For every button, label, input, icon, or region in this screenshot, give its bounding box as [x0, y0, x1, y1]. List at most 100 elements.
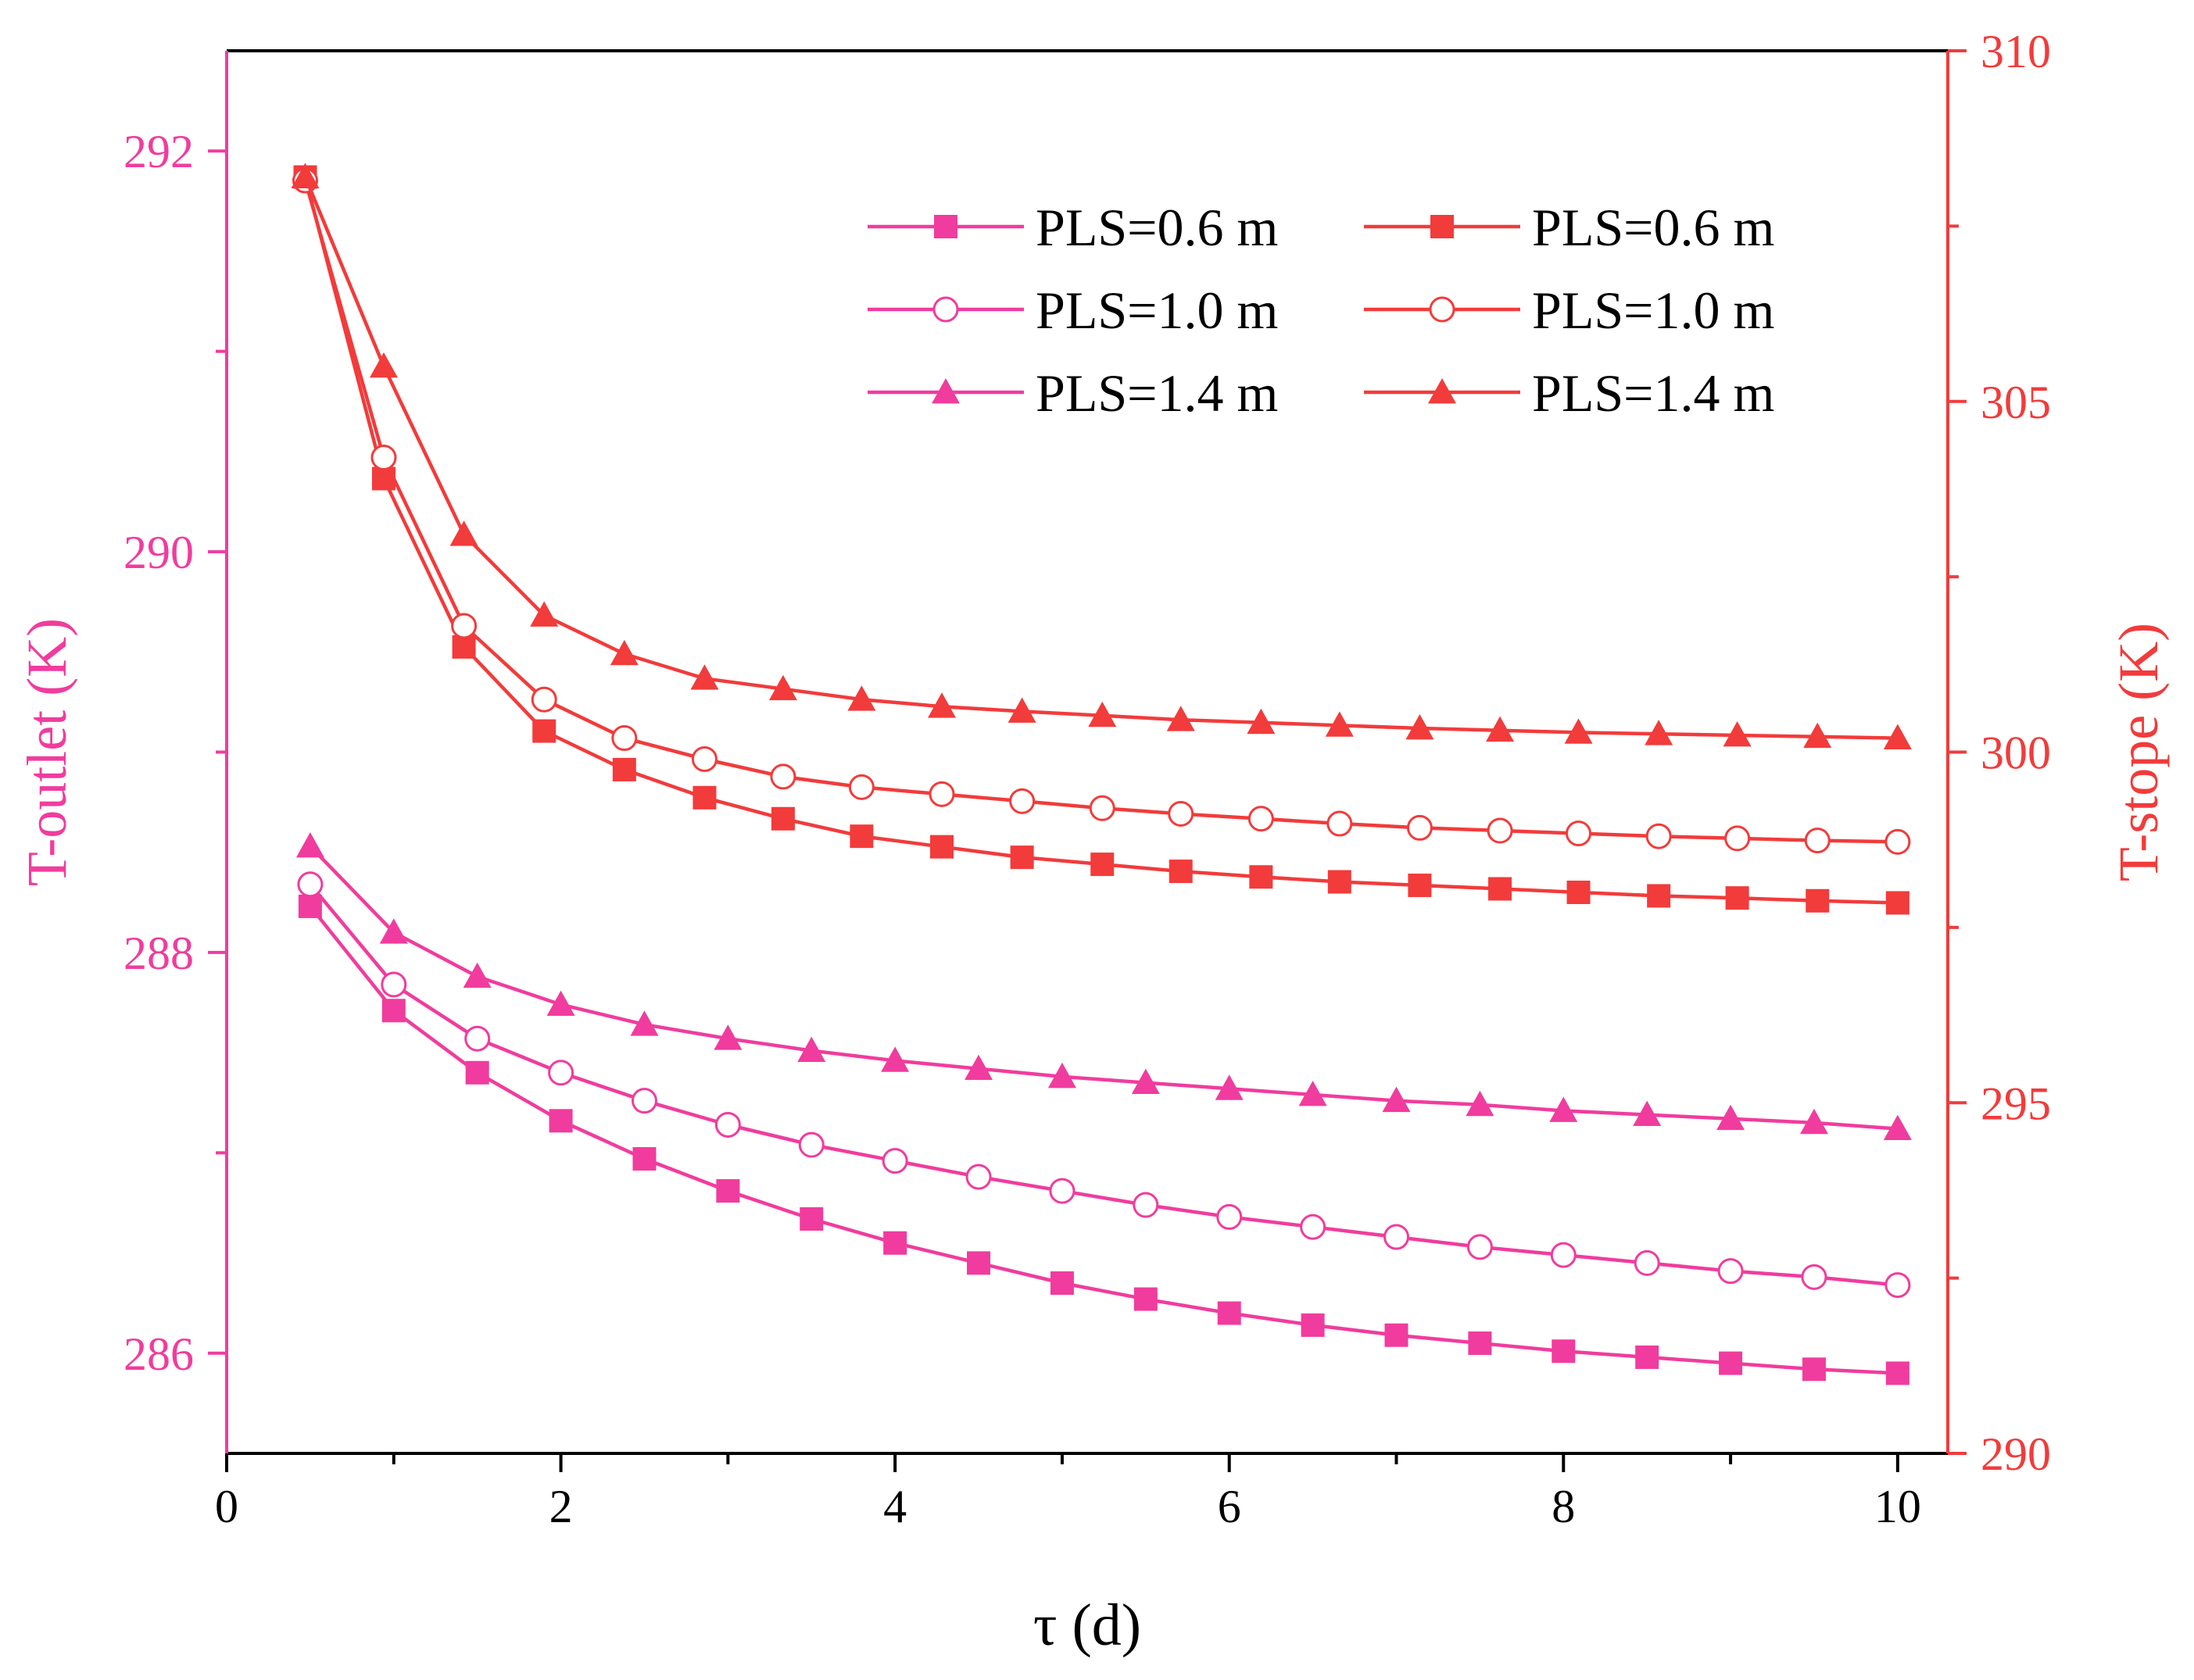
data-point	[1049, 1178, 1076, 1204]
data-point	[1799, 1108, 1828, 1135]
data-point	[464, 1025, 491, 1052]
series-line	[309, 845, 1899, 1131]
data-point	[1725, 886, 1749, 910]
legend-marker	[1428, 378, 1456, 404]
data-point	[1883, 1114, 1912, 1140]
data-point	[1633, 1100, 1662, 1127]
legend-marker	[1429, 296, 1455, 323]
data-point	[1885, 891, 1909, 915]
y-left-axis-label: T-outlet (K)	[16, 618, 78, 886]
data-point	[1247, 806, 1274, 832]
legend-item: PLS=0.6 m	[1364, 198, 1774, 257]
data-point	[1217, 1301, 1241, 1325]
data-point	[611, 725, 638, 752]
data-point	[768, 674, 797, 701]
data-point	[1487, 817, 1513, 844]
x-tick-label: 0	[215, 1481, 238, 1532]
data-point	[1131, 1068, 1160, 1095]
x-tick-label: 2	[549, 1481, 573, 1532]
data-point	[1802, 1357, 1826, 1382]
series-line	[309, 883, 1899, 1287]
data-point	[1047, 1062, 1076, 1088]
data-point	[928, 692, 957, 718]
data-point	[848, 774, 875, 800]
data-point	[369, 352, 398, 378]
data-point	[1645, 823, 1672, 849]
legend-item: PLS=1.4 m	[868, 363, 1278, 423]
series-line	[309, 905, 1899, 1375]
data-point	[771, 806, 795, 831]
y-right-tick-label: 305	[1981, 377, 2051, 428]
legend-marker	[934, 215, 957, 238]
data-point	[1010, 845, 1034, 870]
legend-item: PLS=1.4 m	[1364, 363, 1774, 423]
legend-item: PLS=1.0 m	[1364, 281, 1774, 340]
data-point	[1090, 853, 1115, 877]
data-point	[1298, 1080, 1327, 1106]
series-left-2	[295, 832, 1912, 1140]
y-left-tick-label: 288	[123, 928, 194, 979]
data-point	[1215, 1074, 1244, 1100]
legend-label: PLS=1.0 m	[1532, 281, 1774, 340]
y-right-tick-label: 295	[1981, 1078, 2051, 1129]
data-point	[850, 824, 874, 849]
data-point	[714, 1024, 743, 1050]
data-point	[1806, 888, 1830, 913]
data-point	[1326, 810, 1353, 837]
data-point	[1723, 720, 1752, 747]
data-point	[1719, 1351, 1743, 1375]
data-point	[1645, 720, 1673, 745]
data-point	[1468, 1331, 1492, 1355]
data-point	[610, 639, 639, 666]
data-point	[691, 745, 718, 772]
data-point	[1566, 881, 1591, 904]
data-point	[1724, 825, 1751, 852]
data-point	[1384, 1323, 1408, 1347]
data-point	[1566, 820, 1592, 847]
data-point	[1486, 716, 1515, 742]
legend-label: PLS=1.4 m	[1036, 363, 1278, 423]
data-point	[295, 832, 324, 858]
data-point	[1088, 701, 1117, 727]
legend-marker	[932, 296, 959, 323]
series-left-0	[298, 894, 1909, 1385]
data-point	[1166, 706, 1195, 731]
data-point	[1635, 1345, 1659, 1369]
data-point	[381, 971, 407, 998]
series-left-1	[297, 871, 1911, 1299]
data-point	[930, 835, 954, 859]
axes-group: 0 2 4 6 8 10 286 288 290 292 290 295 300 305 310 τ (d) T…	[16, 26, 2170, 1658]
data-point	[965, 1163, 992, 1190]
data-point	[1383, 1224, 1410, 1250]
data-point	[1009, 788, 1036, 814]
data-point	[463, 962, 492, 988]
data-point	[1168, 800, 1194, 827]
data-point	[1552, 1339, 1576, 1364]
y-right-tick-label: 300	[1981, 727, 2051, 779]
data-point	[882, 1148, 908, 1174]
data-point	[1716, 1104, 1745, 1131]
y-left-tick-label: 290	[123, 527, 194, 578]
data-point	[1466, 1090, 1494, 1117]
y-right-tick-label: 310	[1981, 26, 2051, 77]
data-point	[798, 1131, 825, 1158]
data-point	[1804, 827, 1831, 854]
series-right-5	[291, 163, 1912, 749]
data-point	[690, 664, 719, 690]
data-point	[1884, 1272, 1911, 1299]
data-point	[1803, 722, 1832, 749]
y-right-tick-label: 290	[1981, 1428, 2051, 1480]
legend-label: PLS=1.0 m	[1036, 281, 1278, 340]
x-tick-label: 8	[1552, 1481, 1575, 1532]
data-point	[1717, 1258, 1744, 1285]
data-point	[451, 613, 478, 639]
data-point	[298, 894, 322, 918]
data-point	[1327, 870, 1351, 894]
x-axis-label: τ (d)	[1033, 1592, 1141, 1658]
data-point	[546, 990, 575, 1016]
data-point	[1550, 1242, 1577, 1268]
data-point	[379, 918, 408, 944]
data-point	[1247, 708, 1276, 735]
